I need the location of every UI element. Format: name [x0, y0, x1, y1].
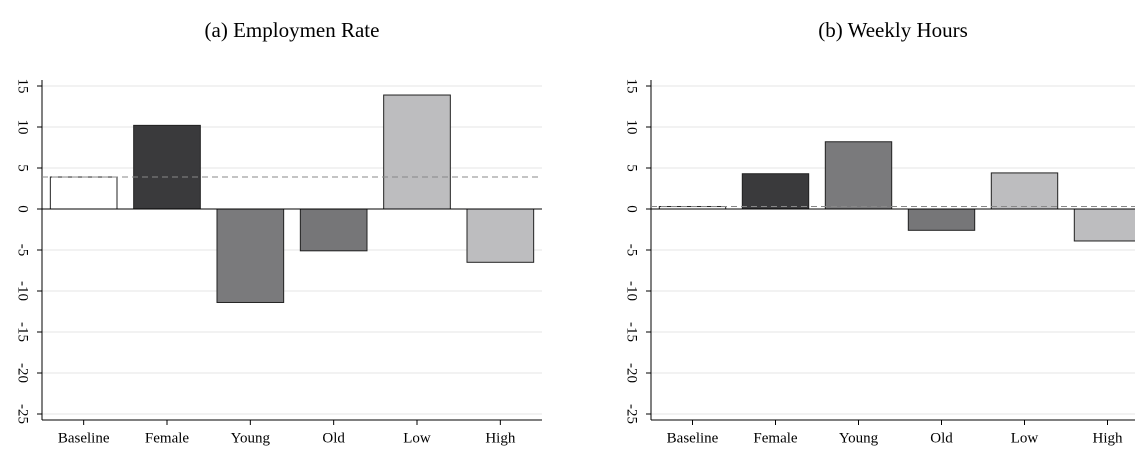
x-tick-label: Baseline [58, 430, 110, 446]
bar [990, 172, 1059, 210]
x-tick-label: High [485, 430, 516, 446]
x-tick-label: Low [1011, 430, 1039, 446]
y-tick-label: 5 [15, 164, 31, 172]
x-tick-label: Young [839, 430, 879, 446]
y-tick-label: 15 [624, 79, 640, 94]
bar [133, 124, 201, 210]
y-tick-label: 0 [624, 205, 640, 213]
y-tick-label: 5 [624, 164, 640, 172]
y-tick-label: 15 [15, 79, 31, 94]
bar [216, 208, 285, 303]
x-tick-label: Baseline [667, 430, 719, 446]
y-tick-label: 10 [15, 120, 31, 135]
y-tick-label: -20 [624, 363, 640, 383]
bar [49, 176, 118, 210]
x-tick-label: Female [753, 430, 797, 446]
x-tick-label: Female [145, 430, 189, 446]
y-tick-label: -25 [624, 404, 640, 424]
y-tick-label: -25 [15, 404, 31, 424]
x-tick-label: Old [930, 430, 953, 446]
bar [741, 173, 810, 210]
bar [383, 94, 451, 210]
y-tick-label: -15 [15, 322, 31, 342]
x-tick-label: Young [231, 430, 271, 446]
y-tick-label: -10 [15, 281, 31, 301]
bar [466, 208, 535, 263]
bar [299, 208, 368, 252]
x-tick-label: Low [403, 430, 431, 446]
y-tick-label: -15 [624, 322, 640, 342]
y-tick-label: -10 [624, 281, 640, 301]
x-tick-label: High [1093, 430, 1124, 446]
bar [1073, 208, 1135, 242]
chart-title: (a) Employmen Rate [205, 18, 380, 42]
y-tick-label: 10 [624, 120, 640, 135]
bar [907, 208, 976, 231]
y-tick-label: 0 [15, 205, 31, 213]
y-tick-label: -20 [15, 363, 31, 383]
chart-title: (b) Weekly Hours [818, 18, 968, 42]
bar [824, 141, 893, 210]
x-tick-label: Old [322, 430, 345, 446]
y-tick-label: -5 [624, 244, 640, 257]
y-tick-label: -5 [15, 244, 31, 257]
